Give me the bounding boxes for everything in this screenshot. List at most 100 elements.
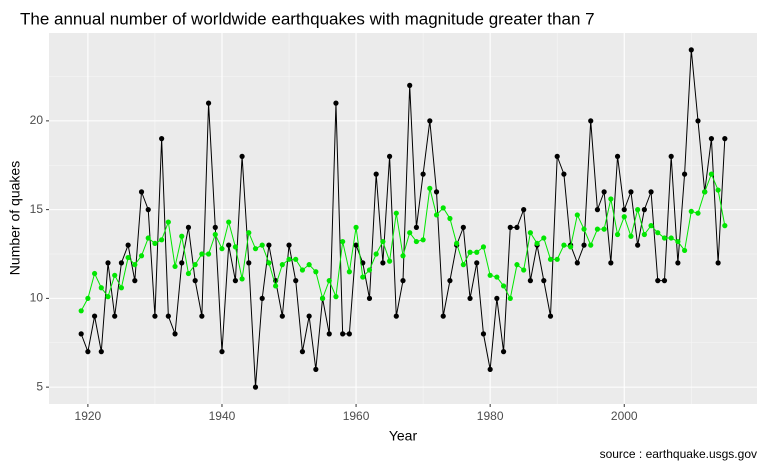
y-tick-label: 5 (36, 379, 43, 393)
data-point (346, 331, 352, 337)
data-point (433, 189, 440, 195)
data-point (675, 260, 681, 266)
data-point (386, 258, 393, 264)
data-point (212, 224, 218, 230)
data-point (574, 212, 580, 218)
caption: source : earthquake.usgs.gov (600, 447, 757, 461)
data-point (293, 256, 299, 262)
data-point (688, 208, 694, 214)
data-point (279, 313, 285, 319)
data-point (688, 47, 694, 53)
y-axis-label: Number of quakes (7, 161, 23, 275)
data-point (393, 210, 399, 216)
data-point (648, 189, 654, 195)
data-point (541, 278, 547, 284)
data-point (346, 269, 352, 275)
data-point (78, 308, 84, 314)
data-point (380, 238, 386, 245)
data-point (715, 260, 721, 266)
data-point (601, 226, 607, 232)
data-point (527, 230, 533, 236)
data-point (514, 262, 520, 268)
data-point (440, 205, 446, 211)
data-point (474, 249, 480, 255)
data-point (675, 238, 681, 245)
data-point (232, 244, 238, 250)
data-point (574, 260, 580, 266)
data-point (259, 242, 265, 248)
data-point (326, 331, 332, 337)
data-point (668, 153, 674, 159)
data-point (239, 153, 245, 159)
data-point (306, 313, 312, 319)
data-point (708, 136, 715, 142)
data-point (132, 278, 138, 284)
data-point (702, 189, 708, 195)
data-point (487, 366, 493, 372)
y-tick-label: 20 (30, 113, 44, 127)
data-point (621, 207, 627, 213)
data-point (252, 384, 259, 390)
data-point (306, 262, 312, 268)
data-point (393, 313, 399, 319)
x-tick-label: 1980 (477, 409, 504, 423)
data-point (85, 295, 91, 301)
data-point (259, 295, 265, 301)
data-point (494, 295, 500, 301)
data-point (226, 219, 232, 225)
data-point (172, 263, 178, 270)
data-point (400, 278, 406, 284)
data-point (165, 219, 171, 225)
data-point (333, 100, 339, 106)
data-point (541, 235, 547, 241)
data-point (145, 235, 151, 241)
data-point (205, 100, 212, 106)
x-tick-label: 1940 (209, 409, 236, 423)
data-point (226, 242, 232, 248)
data-point (353, 224, 359, 230)
data-point (172, 331, 178, 337)
panel (49, 33, 757, 404)
data-point (125, 242, 131, 248)
data-point (460, 224, 466, 230)
data-point (299, 267, 306, 273)
data-point (105, 260, 111, 266)
data-point (192, 262, 198, 268)
data-point (286, 242, 292, 248)
data-point (179, 260, 185, 266)
data-point (246, 260, 252, 266)
data-point (588, 242, 594, 248)
chart-title: The annual number of worldwide earthquak… (20, 9, 595, 28)
data-point (695, 210, 701, 216)
data-point (326, 278, 332, 284)
data-point (628, 233, 634, 239)
data-point (105, 294, 111, 300)
data-point (212, 231, 218, 238)
data-point (98, 285, 104, 291)
data-point (112, 313, 118, 319)
data-point (112, 272, 118, 278)
data-point (353, 242, 359, 248)
data-point (400, 253, 406, 259)
data-point (534, 240, 540, 246)
data-point (279, 262, 285, 268)
data-point (413, 224, 420, 230)
data-point (648, 223, 654, 229)
data-point (145, 207, 151, 213)
data-point (447, 278, 453, 284)
data-point (568, 244, 574, 250)
data-point (420, 237, 426, 243)
data-point (380, 260, 386, 266)
data-point (554, 153, 560, 159)
data-point (266, 242, 272, 248)
data-point (138, 189, 145, 195)
data-point (165, 313, 171, 319)
data-point (655, 230, 661, 236)
data-point (521, 267, 527, 273)
data-point (500, 283, 507, 289)
data-point (561, 171, 567, 177)
data-point (373, 251, 379, 257)
data-point (366, 267, 373, 273)
data-point (474, 260, 480, 266)
data-point (661, 235, 668, 241)
